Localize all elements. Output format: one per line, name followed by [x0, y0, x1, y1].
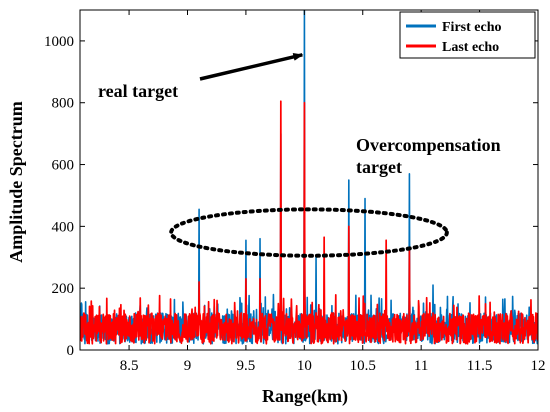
- x-tick-label: 9: [184, 358, 192, 374]
- x-tick-label: 10: [297, 358, 312, 374]
- x-tick-label: 8.5: [120, 358, 139, 374]
- x-tick-label: 11: [414, 358, 428, 374]
- annotation-arrow: [199, 52, 304, 81]
- series-line-first-echo: [80, 10, 538, 345]
- x-tick-label: 10.5: [350, 358, 376, 374]
- x-tick-label: 12: [531, 358, 546, 374]
- overcompensation-ellipse: [169, 207, 449, 258]
- y-tick-label: 600: [52, 158, 75, 174]
- annotation-overcompensation-target: Overcompensation: [356, 135, 501, 155]
- y-tick-label: 200: [52, 281, 75, 297]
- y-axis-label: Amplitude Spectrum: [6, 101, 26, 263]
- y-tick-label: 1000: [44, 34, 74, 50]
- y-tick-label: 800: [52, 96, 75, 112]
- legend-box: [399, 11, 536, 59]
- annotation-real-target: real target: [98, 81, 178, 101]
- y-tick-label: 0: [67, 343, 75, 359]
- x-axis-label: Range(km): [262, 386, 348, 407]
- x-tick-label: 9.5: [237, 358, 256, 374]
- plot-area-frame: [79, 9, 539, 351]
- series-line-last-echo: [80, 100, 538, 345]
- x-tick-label: 11.5: [467, 358, 493, 374]
- y-tick-label: 400: [52, 219, 75, 235]
- legend-label-first-echo: First echo: [442, 20, 501, 35]
- annotation-overcompensation-target: target: [356, 157, 402, 177]
- legend-label-last-echo: Last echo: [442, 40, 499, 55]
